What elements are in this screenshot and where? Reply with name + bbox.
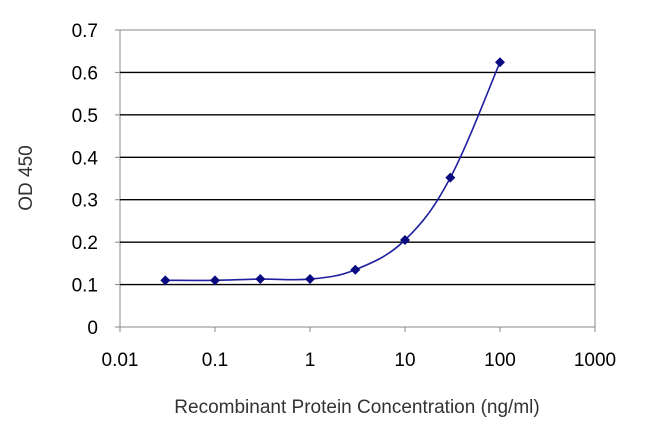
- data-point-3: [305, 274, 315, 285]
- y-tick-label: 0.4: [72, 148, 99, 169]
- data-point-5: [400, 235, 410, 246]
- y-tick-label: 0.6: [72, 63, 98, 84]
- plot-area: [119, 29, 596, 328]
- y-tick-label: 0: [87, 318, 98, 339]
- x-tick-label: 1: [305, 350, 316, 371]
- y-tick-label: 0.1: [72, 276, 98, 297]
- x-tick-label: 1000: [574, 350, 616, 371]
- y-tick-label: 0.5: [72, 106, 98, 127]
- data-point-4: [350, 264, 361, 275]
- y-axis-ticks: 0 0.1 0.2 0.3 0.4 0.5 0.6 0.7: [72, 21, 120, 339]
- grid-lines: [120, 71, 595, 286]
- y-tick-label: 0.7: [72, 21, 98, 42]
- x-tick-label: 10: [394, 350, 415, 371]
- y-tick-label: 0.2: [72, 233, 98, 254]
- series-line: [165, 61, 501, 282]
- data-point-1: [210, 275, 220, 286]
- data-point-7: [495, 57, 505, 68]
- x-tick-label: 0.1: [202, 350, 228, 371]
- data-point-2: [255, 274, 266, 285]
- x-axis-ticks: 0.01 0.1 1 10 100 1000: [102, 327, 616, 371]
- y-tick-label: 0.3: [72, 191, 98, 212]
- x-tick-label: 100: [484, 350, 516, 371]
- series-markers: [160, 57, 505, 286]
- x-axis-title: Recombinant Protein Concentration (ng/ml…: [174, 397, 539, 418]
- x-tick-label: 0.01: [102, 350, 139, 371]
- data-point-0: [160, 275, 171, 286]
- y-axis-title: OD 450: [16, 145, 37, 210]
- data-point-6: [445, 172, 456, 183]
